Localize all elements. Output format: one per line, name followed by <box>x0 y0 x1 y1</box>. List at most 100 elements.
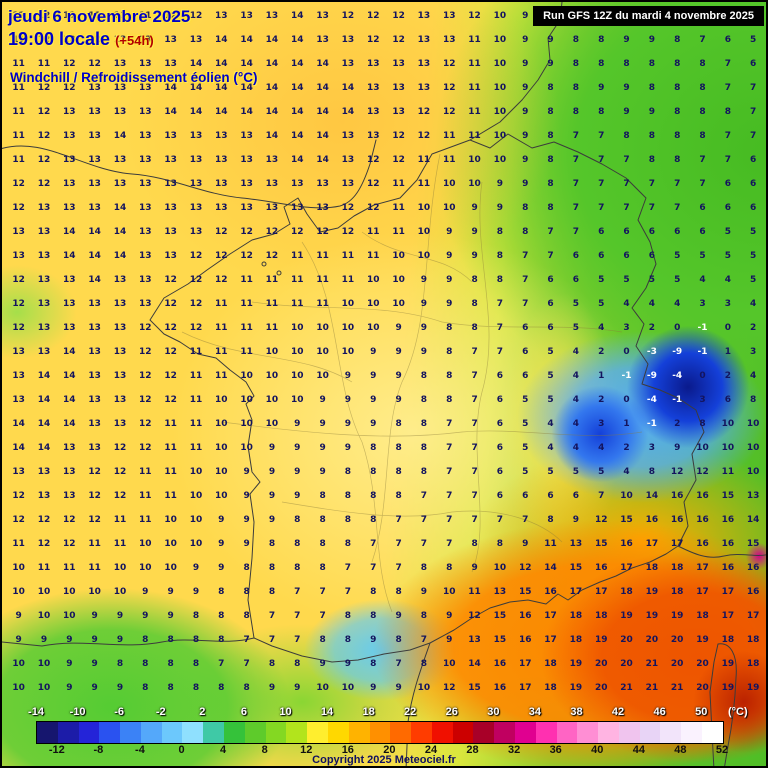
windchill-value: 10 <box>215 443 228 453</box>
windchill-value: 10 <box>468 179 481 189</box>
windchill-value: 13 <box>139 203 152 213</box>
windchill-value: 12 <box>392 155 405 165</box>
windchill-value: 13 <box>113 155 127 165</box>
windchill-value: 16 <box>620 539 633 549</box>
windchill-value: 7 <box>674 203 681 213</box>
windchill-value: 14 <box>189 59 203 69</box>
windchill-value: 14 <box>189 107 203 117</box>
windchill-value: 9 <box>91 683 98 693</box>
windchill-value: 13 <box>139 107 152 117</box>
windchill-value: 14 <box>37 443 51 453</box>
windchill-value: 10 <box>240 443 253 453</box>
colorbar-label: 26 <box>445 706 458 718</box>
windchill-value: 14 <box>291 11 304 21</box>
colorbar-label: 16 <box>341 744 354 756</box>
windchill-value: 13 <box>291 179 304 189</box>
windchill-value: 11 <box>88 11 101 21</box>
windchill-value: 14 <box>37 371 51 381</box>
windchill-value: 10 <box>316 323 329 333</box>
windchill-value: 10 <box>417 683 431 693</box>
windchill-value: -4 <box>672 371 683 381</box>
windchill-value: 11 <box>12 59 25 69</box>
windchill-value: 11 <box>88 563 101 573</box>
windchill-value: 8 <box>420 563 428 573</box>
windchill-value: 11 <box>442 131 456 141</box>
windchill-value: 10 <box>442 587 456 597</box>
windchill-value: 8 <box>218 683 225 693</box>
windchill-value: 12 <box>442 83 456 93</box>
windchill-value: 12 <box>417 107 431 117</box>
windchill-value: 9 <box>648 35 655 45</box>
windchill-value: 5 <box>572 299 580 309</box>
windchill-value: 9 <box>370 419 377 429</box>
colorbar-segment <box>203 722 225 743</box>
windchill-value: 9 <box>294 491 301 501</box>
windchill-value: 7 <box>699 35 706 45</box>
windchill-value: 10 <box>392 275 405 285</box>
windchill-value: 8 <box>319 635 326 645</box>
windchill-value: 12 <box>12 299 25 309</box>
windchill-value: 10 <box>37 587 51 597</box>
windchill-value: 12 <box>164 11 177 21</box>
grid-row: 11 12 13 13 13 13 14 14 14 14 14 14 14 14 13 13 12 12 11 10… <box>6 106 766 118</box>
windchill-value: 14 <box>544 563 557 573</box>
windchill-value: 14 <box>189 83 203 93</box>
windchill-value: 8 <box>395 587 402 597</box>
windchill-value: 8 <box>167 635 174 645</box>
grid-row: 13 13 13 12 12 11 11 10 10 9 9 9 9 8 8 8 8 7 7 6 5 5 5 5 4 8 12 12 1… <box>6 466 766 478</box>
windchill-value: -3 <box>646 347 657 357</box>
windchill-value: 9 <box>522 11 529 21</box>
windchill-value: 7 <box>522 299 529 309</box>
windchill-value: 7 <box>344 563 352 573</box>
windchill-value: 9 <box>294 443 301 453</box>
windchill-value: 9 <box>446 635 453 645</box>
windchill-value: 12 <box>316 227 329 237</box>
colorbar-segment <box>265 722 287 743</box>
windchill-value: 14 <box>63 227 76 237</box>
windchill-value: 10 <box>746 467 760 477</box>
windchill-value: 8 <box>724 107 731 117</box>
windchill-value: 17 <box>696 587 709 597</box>
windchill-value: 8 <box>598 59 605 69</box>
windchill-value: 13 <box>88 203 101 213</box>
windchill-value: 10 <box>721 419 735 429</box>
windchill-value: 17 <box>569 587 583 597</box>
windchill-value: 7 <box>699 179 706 189</box>
windchill-value: 8 <box>471 299 478 309</box>
coastline-england <box>2 139 377 209</box>
windchill-value: 12 <box>63 539 76 549</box>
channel-island <box>276 270 282 276</box>
windchill-value: 9 <box>395 611 402 621</box>
windchill-value: -1 <box>697 347 708 357</box>
windchill-value: 13 <box>392 83 405 93</box>
windchill-value: 10 <box>468 155 481 165</box>
colorbar-label: 24 <box>424 744 438 756</box>
windchill-value: 13 <box>139 83 152 93</box>
windchill-value: 12 <box>88 491 101 501</box>
windchill-value: 6 <box>750 59 757 69</box>
grid-row: 11 12 12 13 13 13 14 14 14 14 14 14 14 14 13 13 13 12 11 10… <box>6 82 766 94</box>
windchill-value: 10 <box>291 371 304 381</box>
windchill-value: 7 <box>572 179 580 189</box>
windchill-value: 13 <box>139 275 152 285</box>
windchill-value: 12 <box>63 515 76 525</box>
windchill-value: 10 <box>139 539 152 549</box>
forecast-offset: (+54h) <box>115 33 154 48</box>
windchill-value: 6 <box>750 179 757 189</box>
windchill-value: 8 <box>547 203 554 213</box>
windchill-value: 8 <box>192 683 200 693</box>
windchill-value: 13 <box>37 251 51 261</box>
colorbar-label: 10 <box>279 706 292 718</box>
windchill-value: 12 <box>189 299 203 309</box>
windchill-value: 6 <box>750 155 757 165</box>
windchill-value: 8 <box>648 83 655 93</box>
windchill-value: 10 <box>215 467 228 477</box>
windchill-value: 16 <box>493 659 507 669</box>
grid-row: 13 14 14 13 13 12 12 11 10 10 10 10 9 9 9 9 8 8 7 6 5 5 4 2 0 -4 -… <box>6 394 766 406</box>
grid-row: 11 12 13 13 14 13 13 13 13 13 14 14 14 13 13 12 12 11 11 10… <box>6 130 766 142</box>
windchill-value: 14 <box>215 59 228 69</box>
windchill-value: 8 <box>370 491 377 501</box>
windchill-value: 10 <box>341 323 355 333</box>
windchill-value: 11 <box>417 179 431 189</box>
windchill-value: 9 <box>40 635 48 645</box>
